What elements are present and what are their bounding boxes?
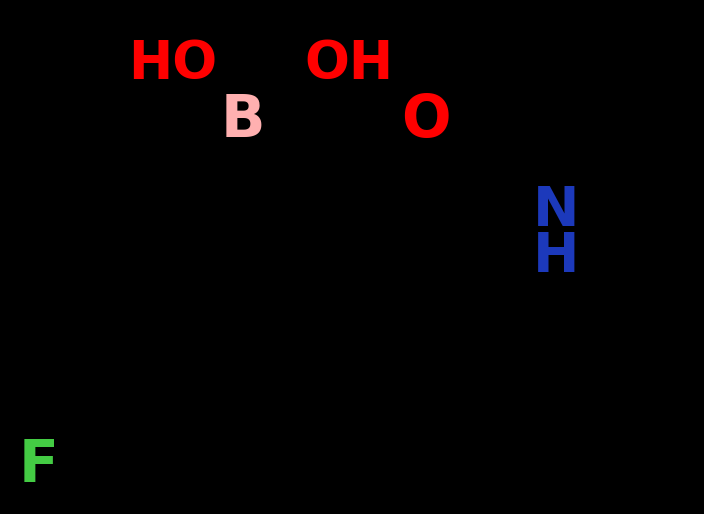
Text: HO: HO — [128, 38, 217, 90]
Text: H: H — [533, 230, 579, 284]
Text: B: B — [220, 93, 265, 149]
Text: O: O — [401, 93, 451, 149]
Text: N: N — [533, 183, 579, 238]
Text: F: F — [19, 437, 58, 493]
Text: OH: OH — [304, 38, 393, 90]
